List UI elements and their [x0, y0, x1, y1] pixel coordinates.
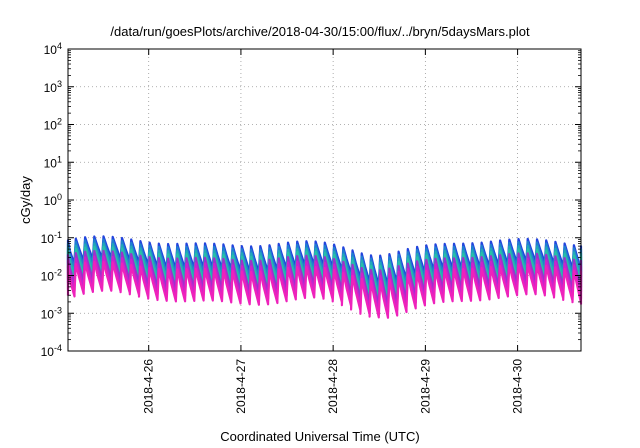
x-tick-label: 2018-4-28: [326, 359, 340, 414]
chart-title: /data/run/goesPlots/archive/2018-04-30/1…: [110, 24, 530, 39]
x-tick-label: 2018-4-30: [511, 359, 525, 414]
y-tick-label: 101: [44, 154, 62, 170]
x-tick-label: 2018-4-26: [142, 359, 156, 414]
x-axis: 2018-4-26 2018-4-27 2018-4-28 2018-4-29 2018…: [142, 49, 525, 414]
series-line-6: [66, 255, 583, 313]
y-tick-label: 102: [44, 117, 62, 133]
y-axis-label: cGy/day: [18, 176, 33, 224]
y-tick-label: 10-1: [41, 230, 62, 246]
y-tick-label: 103: [44, 79, 62, 95]
y-tick-label: 100: [44, 192, 62, 208]
y-tick-label: 10-3: [41, 305, 62, 321]
series-line-7: [66, 260, 583, 319]
y-tick-label: 10-4: [41, 343, 62, 359]
y-tick-label: 10-2: [41, 268, 62, 284]
gridlines: [68, 49, 581, 351]
y-tick-label: 104: [44, 41, 62, 57]
y-axis: 10-4 10-3 10-2 10-1 100 101 102 103 104: [41, 41, 581, 359]
x-tick-label: 2018-4-29: [418, 359, 432, 414]
series-line-2: [66, 238, 583, 292]
data-series: [66, 235, 583, 319]
series-line-5: [66, 249, 583, 307]
x-tick-label: 2018-4-27: [234, 359, 248, 414]
x-axis-label: Coordinated Universal Time (UTC): [220, 429, 419, 444]
